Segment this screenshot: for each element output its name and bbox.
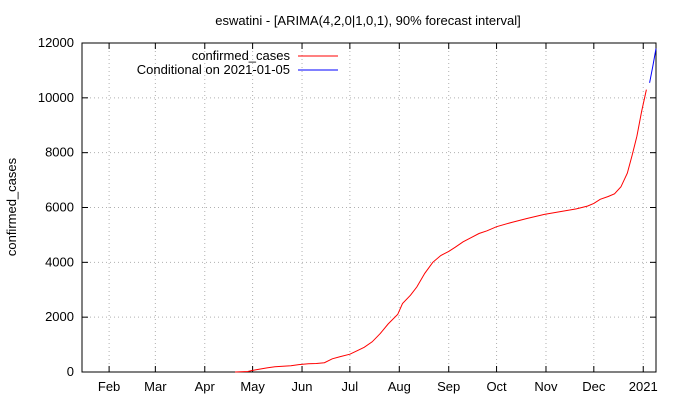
y-tick-label: 6000 xyxy=(45,200,74,215)
x-tick-label: Oct xyxy=(486,379,507,394)
chart-title: eswatini - [ARIMA(4,2,0|1,0,1), 90% fore… xyxy=(215,13,520,28)
y-tick-label: 2000 xyxy=(45,309,74,324)
grid-lines xyxy=(82,43,656,372)
y-tick-label: 10000 xyxy=(38,90,74,105)
series-line-conditional-forecast xyxy=(649,48,657,83)
x-axis-ticks: Feb Mar Apr May Jun Jul Aug Sep Oct Nov Dec 2021 xyxy=(98,43,658,394)
y-tick-label: 12000 xyxy=(38,35,74,50)
x-tick-label: Aug xyxy=(388,379,411,394)
y-tick-label: 0 xyxy=(67,364,74,379)
series-lines xyxy=(235,48,657,373)
y-tick-label: 8000 xyxy=(45,145,74,160)
x-tick-label: Dec xyxy=(582,379,606,394)
legend-label: confirmed_cases xyxy=(192,48,291,63)
x-tick-label: Feb xyxy=(98,379,120,394)
x-tick-label: Jun xyxy=(292,379,313,394)
x-tick-label: May xyxy=(240,379,265,394)
x-tick-label: Jul xyxy=(342,379,359,394)
series-line-confirmed-cases xyxy=(235,89,647,373)
legend-label: Conditional on 2021-01-05 xyxy=(137,62,290,77)
y-tick-label: 4000 xyxy=(45,254,74,269)
x-tick-label: Nov xyxy=(534,379,558,394)
y-axis-label: confirmed_cases xyxy=(4,157,19,256)
x-tick-label: 2021 xyxy=(629,379,658,394)
x-tick-label: Mar xyxy=(144,379,167,394)
x-tick-label: Apr xyxy=(195,379,216,394)
y-axis-ticks: 0 2000 4000 6000 8000 10000 12000 xyxy=(38,35,656,379)
x-tick-label: Sep xyxy=(437,379,460,394)
